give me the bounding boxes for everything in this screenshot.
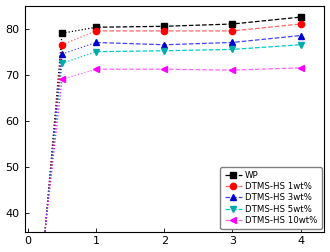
Legend: WP, DTMS-HS 1wt%, DTMS-HS 3wt%, DTMS-HS 5wt%, DTMS-HS 10wt%: WP, DTMS-HS 1wt%, DTMS-HS 3wt%, DTMS-HS … [220,167,322,229]
